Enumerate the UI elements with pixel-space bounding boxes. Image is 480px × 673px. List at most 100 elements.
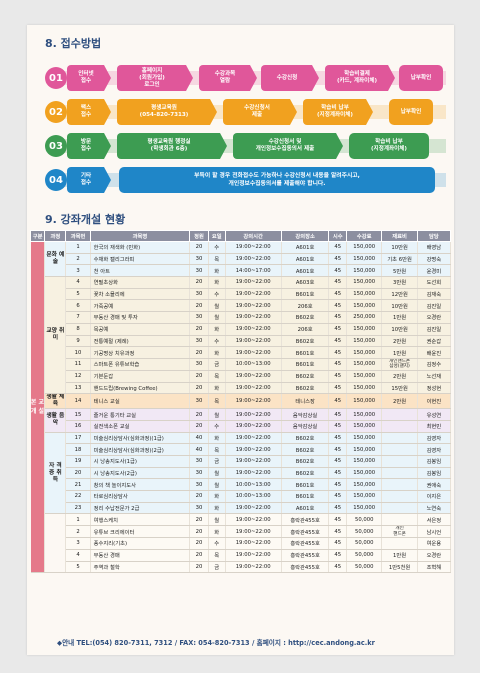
course-number: 7: [65, 311, 91, 324]
step-box: 홈페이지 (회원가입) 로그인: [117, 65, 193, 91]
hours: 45: [328, 346, 348, 359]
classroom: B602호: [281, 335, 330, 348]
weekday: 목: [208, 549, 226, 562]
step-box: 수강신청서 제출: [223, 99, 297, 125]
instructor: 여운용: [417, 537, 452, 550]
course-number: 21: [65, 478, 91, 492]
class-time: 19:00~22:00: [225, 525, 282, 539]
table-row: 2 유튜브 크리에이터 20 화 19:00~22:00 흥락관455호 45 50,000 개…: [31, 525, 452, 539]
tuition: 150,000: [346, 408, 383, 421]
tuition: 150,000: [346, 393, 383, 410]
material-fee: [381, 537, 418, 550]
course-title: 수채화 캘리그라피: [90, 253, 191, 266]
course-number: 10: [65, 346, 91, 359]
tuition: 150,000: [346, 358, 383, 371]
table-row: 18 미술심리상담사(심화과정)(2급) 40 목 19:00~22:00 B602호 45…: [31, 443, 452, 456]
column-header: 과목명: [89, 230, 191, 242]
class-time: 19:00~22:00: [225, 241, 282, 254]
weekday: 금: [208, 358, 226, 371]
course-number: 19: [65, 455, 91, 468]
step-method-label: 방문 접수: [67, 133, 111, 159]
weekday: 수: [208, 335, 226, 348]
material-fee: 15만원: [381, 382, 418, 395]
course-title: 타로심리상담사: [90, 490, 191, 503]
classroom: B602호: [281, 382, 330, 395]
weekday: 화: [208, 525, 226, 539]
table-row: 13 핸드드립(Brewing Coffee) 20 화 19:00~22:00 B602…: [31, 382, 452, 395]
hours: 45: [328, 537, 348, 550]
weekday: 월: [208, 299, 226, 313]
step-box: 수강과목 열람: [199, 65, 257, 91]
hours: 45: [328, 455, 348, 468]
course-title: 꽃차 소믈리에: [90, 288, 191, 301]
step-number-badge: 01: [45, 67, 67, 89]
hours: 45: [328, 299, 348, 313]
instructor: 김재숙: [417, 288, 452, 301]
course-title: 즐거운 통기타 교실: [90, 408, 191, 421]
step-box: 수강신청: [261, 65, 319, 91]
hours: 45: [328, 432, 348, 445]
weekday: 목: [208, 393, 226, 410]
course-number: 17: [65, 432, 91, 445]
instructor: 이현진: [417, 393, 452, 410]
column-header: 과목번: [65, 230, 91, 242]
column-header: 구분: [29, 230, 46, 242]
course-number: 6: [65, 299, 91, 313]
classroom: A601호: [281, 241, 330, 254]
course-number: 8: [65, 323, 91, 336]
table-row: 5 주역과 철학 20 금 19:00~22:00 흥락관455호 45 50,000 1만5천…: [31, 561, 452, 574]
material-fee: [381, 478, 418, 492]
step-row-4: 04 기타 접수 부득이 할 경우 전화접수도 가능하나 수강신청서 내용을 알려주…: [45, 167, 446, 193]
course-number: 1: [65, 513, 91, 527]
table-row: 23 정리 수납전문가 2급 30 화 19:00~22:00 A601호 45 150,00…: [31, 502, 452, 515]
capacity: 20: [189, 276, 209, 289]
course-title: 미술심리상담사(심화과정)(2급): [90, 443, 191, 456]
weekday: 월: [208, 513, 226, 527]
capacity: 20: [189, 537, 209, 550]
course-title: 기공명상 치유과정: [90, 346, 191, 359]
class-time: 19:00~22:00: [225, 335, 282, 348]
step-box: 평생교육원 행정실 (학생회관 6층): [117, 133, 227, 159]
tuition: 150,000: [346, 443, 383, 456]
step-box: 평생교육원 (054-820-7313): [117, 99, 217, 125]
hours: 45: [328, 241, 348, 254]
course-number: 18: [65, 443, 91, 456]
tuition: 150,000: [346, 382, 383, 395]
table-row: 6 가죽공예 20 월 19:00~22:00 206호 45 150,000 10만원 김진일: [31, 299, 452, 313]
table-row: 생활 체육 14 테니스 교실 30 목 19:00~22:00 테니스장 45 150,000…: [31, 393, 452, 410]
instructor: 노연숙: [417, 502, 452, 515]
hours: 45: [328, 382, 348, 395]
hours: 45: [328, 288, 348, 301]
instructor: 김정수: [417, 358, 452, 371]
material-fee: [381, 408, 418, 421]
class-time: 19:00~22:00: [225, 323, 282, 336]
material-fee: 10만원: [381, 299, 418, 313]
capacity: 30: [189, 478, 209, 492]
capacity: 40: [189, 432, 209, 445]
material-fee: [381, 513, 418, 527]
course-title: 정리 수납전문가 2급: [90, 502, 191, 515]
weekday: 월: [208, 311, 226, 324]
step-row-3: 03 방문 접수 평생교육원 행정실 (학생회관 6층) 수강신청서 및 개인정보수집…: [45, 133, 446, 159]
hours: 45: [328, 443, 348, 456]
classroom: B602호: [281, 455, 330, 468]
instructor: 최현민: [417, 420, 452, 433]
class-time: 19:00~22:00: [225, 382, 282, 395]
hours: 45: [328, 408, 348, 421]
weekday: 월: [208, 408, 226, 421]
classroom: B601호: [281, 358, 330, 371]
capacity: 20: [189, 382, 209, 395]
category-label: [44, 513, 67, 574]
column-header: 강의시간: [224, 230, 282, 242]
material-fee: [381, 467, 418, 480]
course-number: 3: [65, 537, 91, 550]
instructor: 김영자: [417, 432, 452, 445]
weekday: 화: [208, 502, 226, 515]
classroom: 음악감상실: [281, 408, 330, 421]
instructor: 이지은: [417, 490, 452, 503]
hours: 45: [328, 502, 348, 515]
class-time: 14:00~17:00: [225, 264, 282, 278]
step-box: 부득이 할 경우 전화접수도 가능하나 수강신청서 내용을 알려주시고, 개인정…: [119, 167, 435, 193]
class-time: 19:00~22:00: [225, 443, 282, 456]
instructor: 배윤진: [417, 346, 452, 359]
